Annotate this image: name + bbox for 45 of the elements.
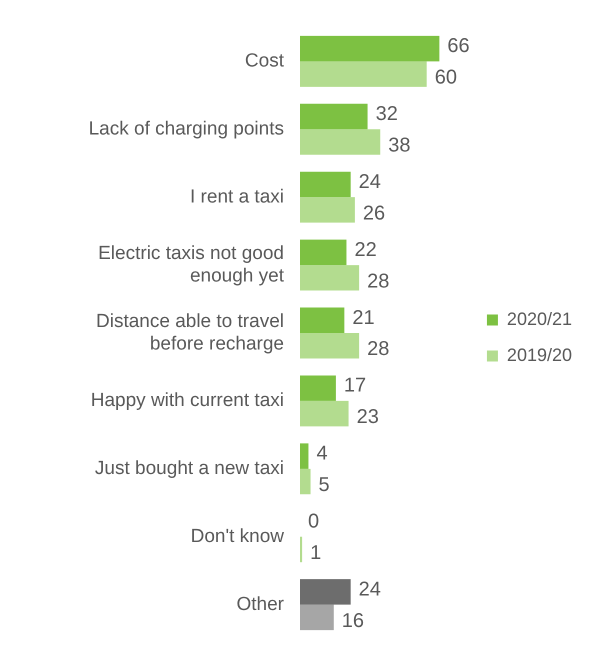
data-label: 21 [352,306,375,329]
y-tick-label: Lack of charging points [88,118,284,140]
bar [300,265,360,291]
y-tick-label: I rent a taxi [190,186,284,208]
y-tick-label: Cost [244,50,285,72]
y-tick-label: Just bought a new taxi [94,458,284,480]
bar [300,375,336,401]
bar [300,604,334,630]
data-label: 4 [316,442,328,465]
bar [300,443,308,469]
bar [300,36,440,62]
data-label: 24 [358,170,381,193]
legend-label: 2019/20 [506,344,572,365]
legend-label: 2020/21 [506,308,572,329]
data-label: 26 [362,202,386,224]
data-label: 66 [447,35,470,58]
y-tick-label: Happy with current taxi [90,390,284,412]
data-label: 24 [358,578,381,600]
data-label: 0 [308,510,320,533]
bar [300,468,311,494]
data-label: 1 [310,542,322,564]
bar [300,129,380,155]
data-label: 38 [388,134,410,157]
y-tick-label: Electric taxis not good enough yet [98,242,285,287]
bar [300,308,344,333]
y-tick-label: Other [236,594,285,615]
bar [300,579,351,605]
data-label: 60 [434,66,457,89]
bar [300,240,346,266]
data-label: 23 [356,406,379,428]
y-tick-label: Distance able to travel before recharge [96,310,284,355]
data-label: 16 [342,610,364,632]
bar [300,104,368,130]
bar [300,172,351,198]
bar [300,61,427,87]
data-label: 28 [367,270,390,292]
data-label: 22 [354,238,377,261]
data-label: 5 [318,474,330,496]
data-label: 17 [344,374,366,397]
bar [300,333,360,358]
data-label: 28 [367,338,390,360]
y-tick-label: Don't know [190,526,284,547]
data-label: 32 [376,103,398,126]
bar [300,400,349,426]
bar [300,197,355,223]
